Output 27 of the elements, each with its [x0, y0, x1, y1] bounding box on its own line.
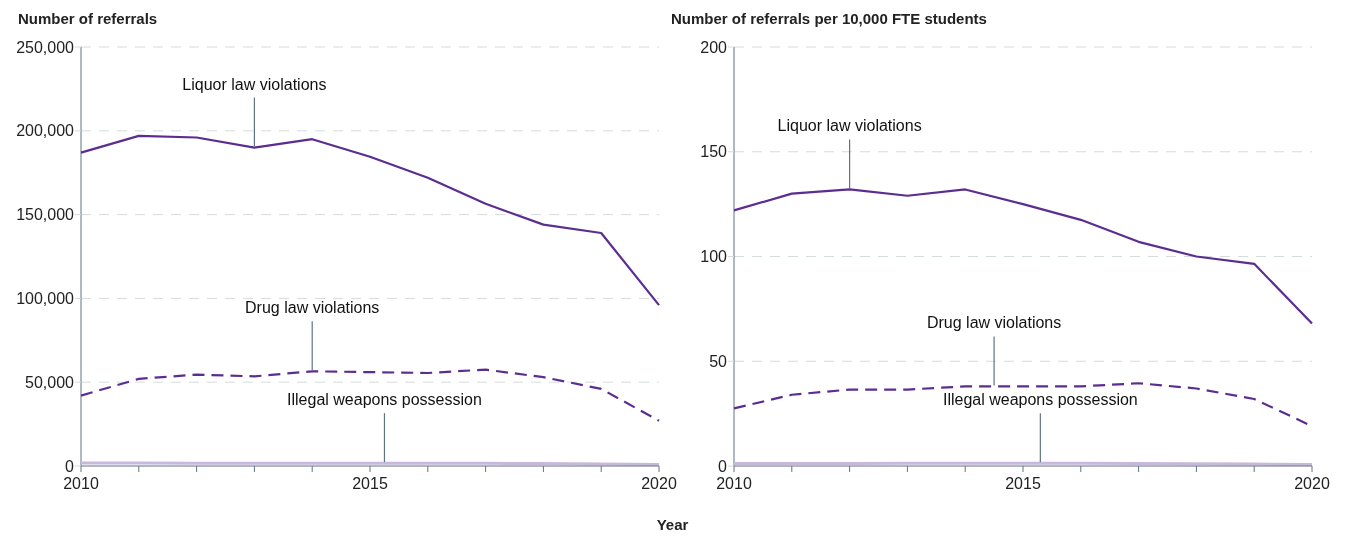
y-tick-label: 250,000: [16, 38, 75, 56]
x-tick-label: 2020: [1294, 475, 1330, 492]
y-tick-label: 100: [700, 248, 728, 266]
annotation: Drug law violations: [926, 314, 1062, 332]
chart-title: Number of referrals: [18, 10, 158, 27]
annotation: Drug law violations: [245, 299, 380, 317]
x-tick-label: 2010: [63, 475, 99, 492]
y-tick-label: 200,000: [16, 122, 75, 140]
line-series: [79, 368, 661, 422]
x-tick-label: 2010: [716, 475, 752, 492]
x-tick-label: 2015: [352, 475, 388, 492]
annotation: Illegal weapons possession: [287, 391, 482, 409]
y-tick-label: 50: [709, 352, 728, 370]
annotation: Illegal weapons possession: [942, 391, 1138, 409]
x-axis-title: Year: [656, 516, 689, 533]
y-tick-label: 200: [700, 38, 728, 56]
x-tick-label: 2020: [641, 475, 677, 492]
y-tick-label: 150,000: [16, 206, 75, 224]
y-tick-label: 0: [65, 457, 75, 475]
y-tick-label: 0: [718, 457, 728, 475]
annotation: Liquor law violations: [777, 117, 922, 135]
y-tick-label: 150: [700, 143, 728, 161]
annotation: Liquor law violations: [182, 75, 327, 93]
y-tick-label: 50,000: [25, 373, 75, 391]
x-tick-label: 2015: [1005, 475, 1041, 492]
y-tick-label: 100,000: [16, 290, 75, 307]
chart-title: Number of referrals per 10,000 FTE students: [671, 10, 987, 27]
